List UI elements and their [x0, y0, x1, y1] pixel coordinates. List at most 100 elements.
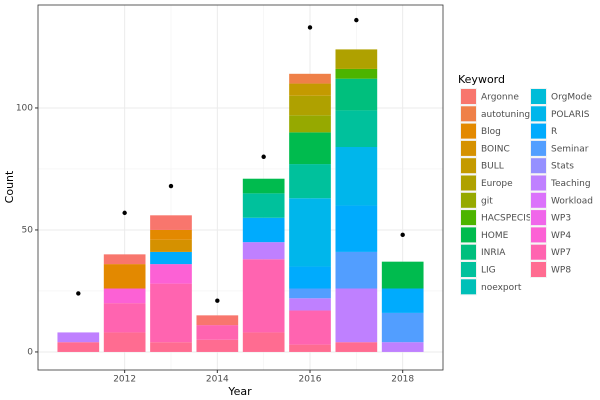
legend-label: HOME	[481, 231, 509, 241]
legend-swatch	[461, 106, 476, 122]
panel-border	[37, 4, 444, 371]
legend-label: Workload	[551, 196, 593, 206]
bar-segment	[335, 342, 378, 352]
legend-label: WP7	[551, 248, 571, 258]
bar-segment	[150, 215, 192, 230]
legend-swatch	[461, 279, 476, 295]
bar-segment	[381, 342, 424, 352]
x-tick-label: 2016	[299, 375, 322, 385]
bar-segment	[150, 342, 192, 352]
legend-label: BOINC	[481, 144, 510, 154]
bar-segment	[242, 242, 285, 260]
bar-segment	[289, 115, 331, 133]
legend-label: INRIA	[481, 248, 506, 258]
legend-swatch	[531, 227, 546, 243]
legend-label: git	[481, 196, 493, 206]
bar-segment	[335, 205, 378, 252]
bar-segment	[335, 68, 378, 79]
legend-swatch	[461, 140, 476, 156]
bar-segment	[289, 298, 331, 311]
bar-segment	[242, 217, 285, 243]
total-point	[307, 25, 313, 30]
bar-segment	[335, 146, 378, 206]
bar-segment	[335, 251, 378, 289]
bar-segment	[150, 251, 192, 265]
legend-swatch	[461, 89, 476, 104]
bar-segment	[335, 49, 378, 69]
y-tick-label: 50	[22, 225, 34, 235]
legend-label: Teaching	[550, 179, 591, 189]
legend-swatch	[531, 210, 546, 226]
legend-swatch	[531, 123, 546, 139]
legend-label: Blog	[481, 127, 501, 137]
x-tick-label: 2018	[391, 375, 414, 385]
legend-label: OrgMode	[551, 93, 592, 103]
legend-swatch	[461, 123, 476, 139]
bar-segment	[289, 266, 331, 289]
bar-segment	[289, 83, 331, 96]
y-tick-label: 0	[27, 347, 33, 357]
x-axis-title: Year	[227, 385, 252, 398]
bar-segment	[150, 283, 192, 343]
legend-swatch	[531, 140, 546, 156]
legend-swatch	[461, 158, 476, 174]
legend-swatch	[461, 175, 476, 191]
bar-segment	[103, 332, 146, 352]
legend-label: WP3	[551, 214, 571, 224]
bar-segment	[103, 303, 146, 333]
bar-segment	[289, 344, 331, 352]
legend-label: WP4	[551, 231, 571, 241]
legend-label: noexport	[481, 283, 522, 293]
legend-label: POLARIS	[551, 110, 590, 120]
bar-segment	[381, 312, 424, 343]
legend-swatch	[531, 192, 546, 208]
legend-swatch	[531, 158, 546, 174]
legend-label: LIG	[481, 266, 496, 276]
bar-segment	[57, 332, 100, 343]
x-tick-label: 2014	[206, 375, 229, 385]
bar-segment	[150, 239, 192, 252]
bar-segment	[196, 339, 239, 352]
total-point	[122, 210, 127, 216]
bar-segment	[289, 288, 331, 299]
legend-swatch	[461, 262, 476, 277]
bar-segment	[57, 342, 100, 352]
legend-swatch	[461, 192, 476, 208]
bar-segment	[381, 288, 424, 313]
legend-swatch	[531, 244, 546, 260]
bar-segment	[289, 95, 331, 116]
y-axis-title: Count	[3, 170, 16, 203]
bar-segment	[103, 254, 146, 265]
total-point	[354, 17, 359, 23]
legend-label: Stats	[551, 162, 574, 172]
bar-segment	[242, 193, 285, 218]
bar-segment	[150, 229, 192, 240]
legend-label: Europe	[481, 179, 513, 189]
bar-segment	[150, 264, 192, 284]
bar-segment	[103, 264, 146, 289]
legend-label: autotuning	[481, 110, 530, 120]
total-point	[261, 154, 266, 159]
legend-label: WP8	[551, 266, 571, 276]
bar-segment	[289, 164, 331, 199]
legend-label: Argonne	[481, 93, 519, 103]
legend-swatch	[531, 89, 546, 104]
bar-segment	[289, 198, 331, 267]
bar-segment	[242, 259, 285, 333]
bar-segment	[289, 310, 331, 345]
bar-segment	[196, 325, 239, 340]
legend-title: Keyword	[458, 73, 505, 86]
legend-label: Seminar	[551, 144, 589, 154]
legend-swatch	[461, 244, 476, 260]
bar-segment	[289, 132, 331, 165]
legend-swatch	[531, 106, 546, 122]
legend-label: R	[551, 127, 557, 137]
legend-label: HACSPECIS	[481, 214, 532, 224]
legend-label: BULL	[481, 162, 504, 172]
x-tick-label: 2012	[113, 375, 136, 385]
bar-segment	[335, 110, 378, 147]
bar-segment	[196, 315, 239, 326]
total-point	[76, 291, 81, 296]
legend-swatch	[461, 227, 476, 243]
